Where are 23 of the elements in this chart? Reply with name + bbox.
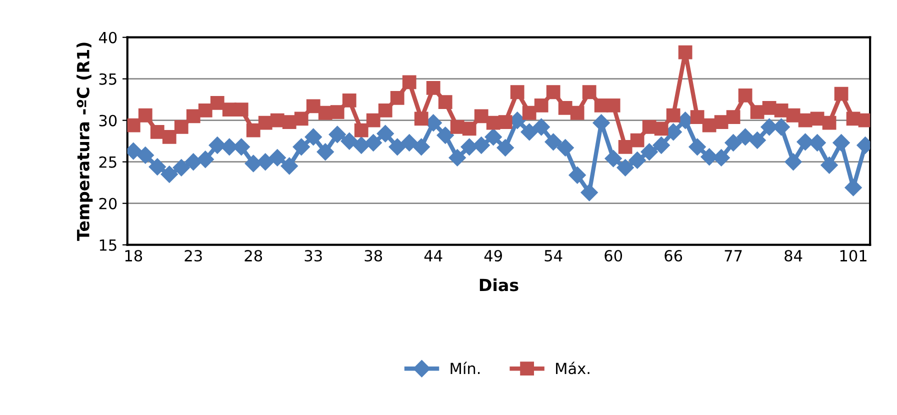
x-tick-label: 66 bbox=[664, 250, 682, 262]
y-tick-label: 25 bbox=[99, 156, 116, 168]
x-tick-label: 33 bbox=[304, 250, 322, 262]
y-tick-label: 40 bbox=[98, 32, 117, 44]
x-tick-label: 54 bbox=[544, 250, 562, 262]
y-tick-label: 35 bbox=[99, 73, 116, 85]
x-tick-label: 84 bbox=[784, 250, 802, 262]
legend-label: Máx. bbox=[556, 362, 590, 374]
legend-label: Mín. bbox=[450, 362, 480, 374]
x-tick-label: 28 bbox=[244, 250, 262, 262]
x-tick-label: 77 bbox=[724, 250, 742, 262]
y-tick-label: 30 bbox=[99, 114, 117, 126]
y-tick-label: 15 bbox=[100, 240, 116, 251]
x-tick-label: 23 bbox=[184, 250, 202, 262]
x-tick-label: 38 bbox=[364, 250, 382, 262]
x-tick-label: 44 bbox=[424, 250, 442, 262]
x-tick-label: 18 bbox=[125, 250, 142, 262]
x-tick-label: 49 bbox=[484, 250, 502, 262]
x-tick-label: 60 bbox=[604, 250, 622, 262]
x-axis-title: Dias bbox=[480, 278, 518, 292]
y-tick-label: 20 bbox=[99, 198, 117, 210]
y-axis-title: Temperatura -ºC (R1) bbox=[76, 42, 93, 241]
x-tick-label: 101 bbox=[840, 250, 866, 262]
